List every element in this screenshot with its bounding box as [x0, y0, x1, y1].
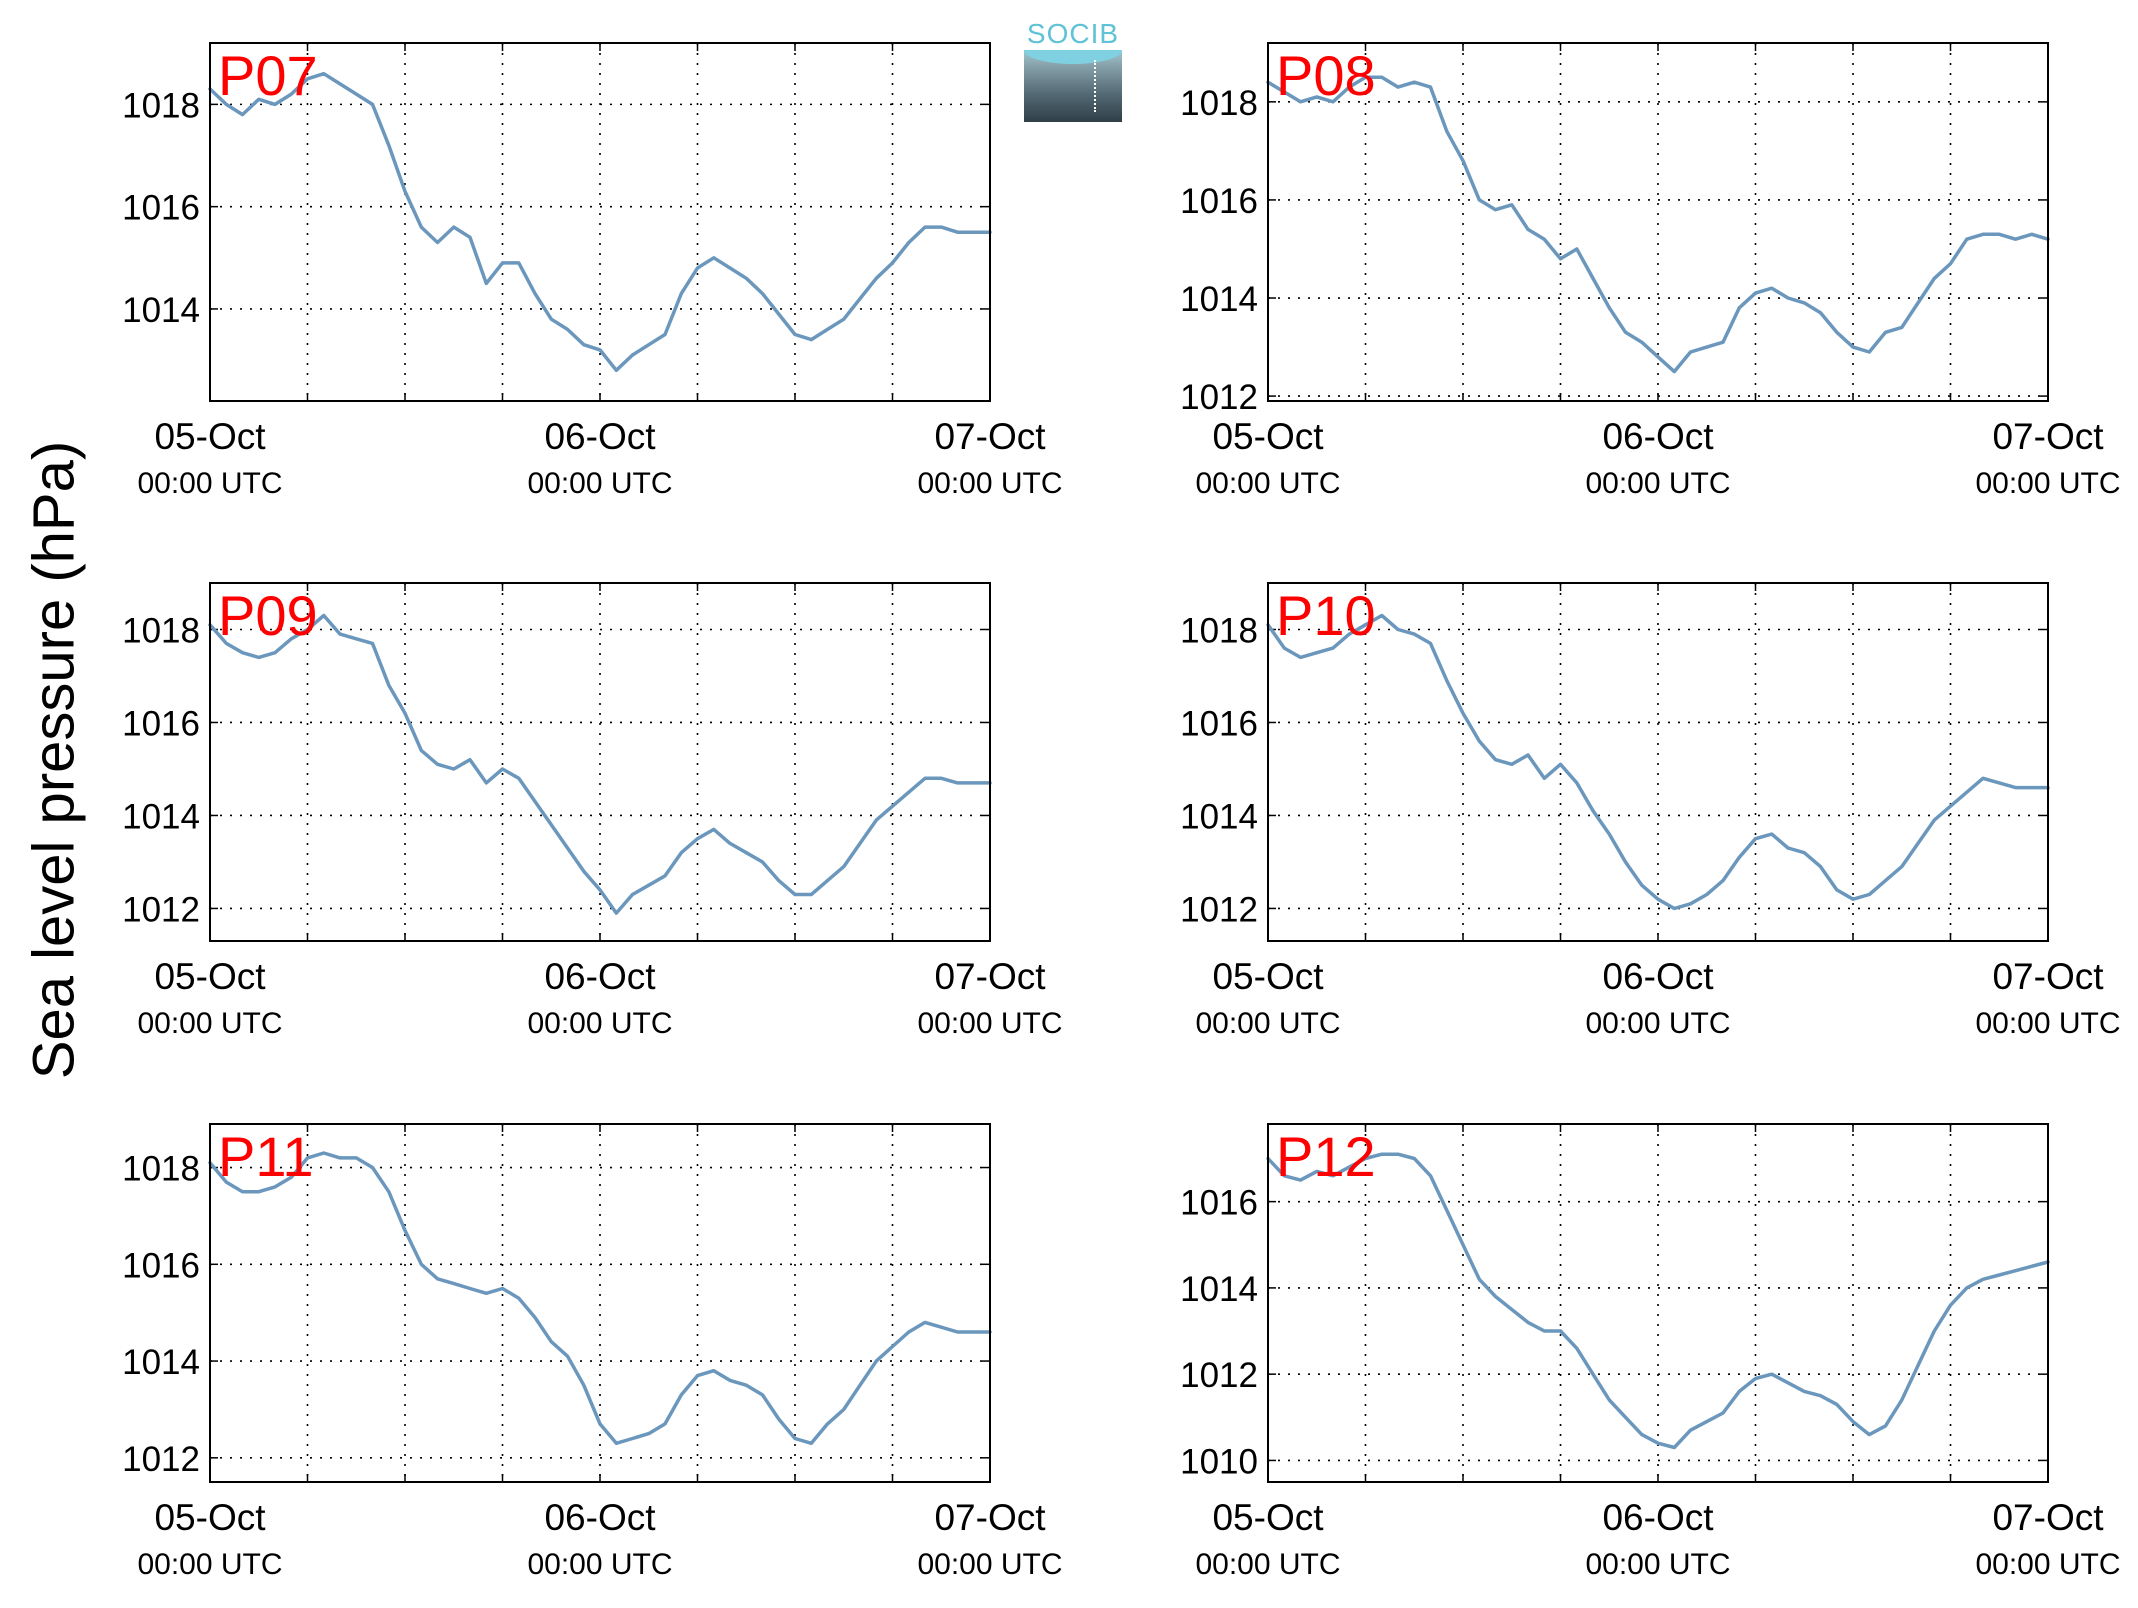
y-tick-label: 1018 — [122, 86, 200, 125]
series-line — [1266, 1152, 2050, 1450]
x-tick-sublabel: 00:00 UTC — [917, 467, 1062, 500]
y-tick-label: 1010 — [1180, 1442, 1258, 1481]
y-tick-label: 1016 — [122, 189, 200, 228]
x-tick-label: 05-Oct — [154, 416, 266, 457]
x-tick-label: 07-Oct — [934, 956, 1046, 997]
plot-frame — [209, 42, 991, 402]
y-tick-label: 1016 — [1180, 182, 1258, 221]
panel-label: P08 — [1276, 44, 1376, 107]
x-tick-sublabel: 00:00 UTC — [1975, 1548, 2120, 1581]
x-tick-label: 05-Oct — [154, 1497, 266, 1538]
chart-panel-p09: 1012 1014 1016 1018 05-Oct 00:00 UTC 06-Oct 00:… — [122, 582, 1063, 1040]
series-line — [1266, 75, 2050, 374]
panel-label: P11 — [218, 1125, 313, 1188]
series-line — [208, 71, 992, 373]
x-tick-label: 06-Oct — [1602, 416, 1714, 457]
x-tick-label: 05-Oct — [1212, 1497, 1324, 1538]
x-tick-label: 05-Oct — [1212, 416, 1324, 457]
y-tick-label: 1014 — [1180, 1270, 1258, 1309]
y-tick-label: 1012 — [1180, 378, 1258, 417]
panel-label: P09 — [218, 584, 318, 647]
chart-panel-p08: 1012 1014 1016 1018 05-Oct 00:00 UTC 06-Oct 00:… — [1180, 42, 2121, 500]
x-tick-sublabel: 00:00 UTC — [917, 1548, 1062, 1581]
series-line — [208, 613, 992, 915]
x-tick-label: 05-Oct — [154, 956, 266, 997]
x-tick-sublabel: 00:00 UTC — [137, 1548, 282, 1581]
x-tick-label: 07-Oct — [934, 416, 1046, 457]
plot-frame — [1267, 1123, 2049, 1483]
x-tick-sublabel: 00:00 UTC — [1195, 1548, 1340, 1581]
x-tick-sublabel: 00:00 UTC — [1975, 467, 2120, 500]
y-tick-label: 1016 — [1180, 704, 1258, 743]
logo-text: SOCIB — [1026, 18, 1120, 49]
x-tick-label: 07-Oct — [1992, 1497, 2104, 1538]
socib-logo: SOCIB — [1024, 20, 1122, 122]
panel-label: P07 — [218, 44, 318, 107]
y-axis-label: Sea level pressure (hPa) — [21, 440, 87, 1080]
plot-frame — [1267, 582, 2049, 942]
y-tick-label: 1018 — [1180, 84, 1258, 123]
panel-label: P10 — [1276, 584, 1376, 647]
y-tick-label: 1016 — [122, 1246, 200, 1285]
x-tick-sublabel: 00:00 UTC — [1585, 1548, 1730, 1581]
y-tick-label: 1014 — [1180, 280, 1258, 319]
y-tick-label: 1018 — [122, 611, 200, 650]
x-tick-sublabel: 00:00 UTC — [527, 1548, 672, 1581]
chart-panel-p10: 1012 1014 1016 1018 05-Oct 00:00 UTC 06-Oct 00:… — [1180, 582, 2121, 1040]
y-tick-label: 1018 — [1180, 611, 1258, 650]
series-line — [1266, 613, 2050, 911]
logo-graphic — [1024, 50, 1122, 122]
x-tick-sublabel: 00:00 UTC — [527, 1007, 672, 1040]
plot-frame — [209, 582, 991, 942]
chart-panel-p12: 1010 1012 1014 1016 05-Oct 00:00 UTC 06-Oct 00:… — [1180, 1123, 2121, 1581]
x-tick-sublabel: 00:00 UTC — [137, 1007, 282, 1040]
x-tick-label: 07-Oct — [1992, 956, 2104, 997]
x-tick-label: 07-Oct — [934, 1497, 1046, 1538]
x-tick-sublabel: 00:00 UTC — [1195, 467, 1340, 500]
x-tick-label: 06-Oct — [544, 956, 656, 997]
y-tick-label: 1014 — [122, 1343, 200, 1382]
x-tick-label: 06-Oct — [1602, 956, 1714, 997]
x-tick-label: 06-Oct — [1602, 1497, 1714, 1538]
x-tick-sublabel: 00:00 UTC — [1585, 1007, 1730, 1040]
x-tick-label: 06-Oct — [544, 1497, 656, 1538]
y-tick-label: 1014 — [1180, 797, 1258, 836]
y-tick-label: 1012 — [1180, 1356, 1258, 1395]
y-tick-label: 1012 — [122, 890, 200, 929]
x-tick-sublabel: 00:00 UTC — [1585, 467, 1730, 500]
y-tick-label: 1016 — [122, 704, 200, 743]
plot-frame — [1267, 42, 2049, 402]
x-tick-label: 06-Oct — [544, 416, 656, 457]
x-tick-label: 05-Oct — [1212, 956, 1324, 997]
series-line — [208, 1151, 992, 1446]
plot-frame — [209, 1123, 991, 1483]
y-tick-label: 1016 — [1180, 1184, 1258, 1223]
y-tick-label: 1012 — [1180, 890, 1258, 929]
x-tick-sublabel: 00:00 UTC — [527, 467, 672, 500]
chart-panel-p11: 1012 1014 1016 1018 05-Oct 00:00 UTC 06-Oct 00:… — [122, 1123, 1063, 1581]
y-tick-label: 1014 — [122, 291, 200, 330]
x-tick-sublabel: 00:00 UTC — [137, 467, 282, 500]
x-tick-sublabel: 00:00 UTC — [1975, 1007, 2120, 1040]
x-tick-sublabel: 00:00 UTC — [1195, 1007, 1340, 1040]
x-tick-label: 07-Oct — [1992, 416, 2104, 457]
y-tick-label: 1014 — [122, 797, 200, 836]
chart-panel-p07: 1014 1016 1018 05-Oct 00:00 UTC 06-Oct 00:00 U… — [122, 42, 1063, 500]
panel-label: P12 — [1276, 1125, 1376, 1188]
x-tick-sublabel: 00:00 UTC — [917, 1007, 1062, 1040]
y-tick-label: 1012 — [122, 1440, 200, 1479]
y-tick-label: 1018 — [122, 1150, 200, 1189]
